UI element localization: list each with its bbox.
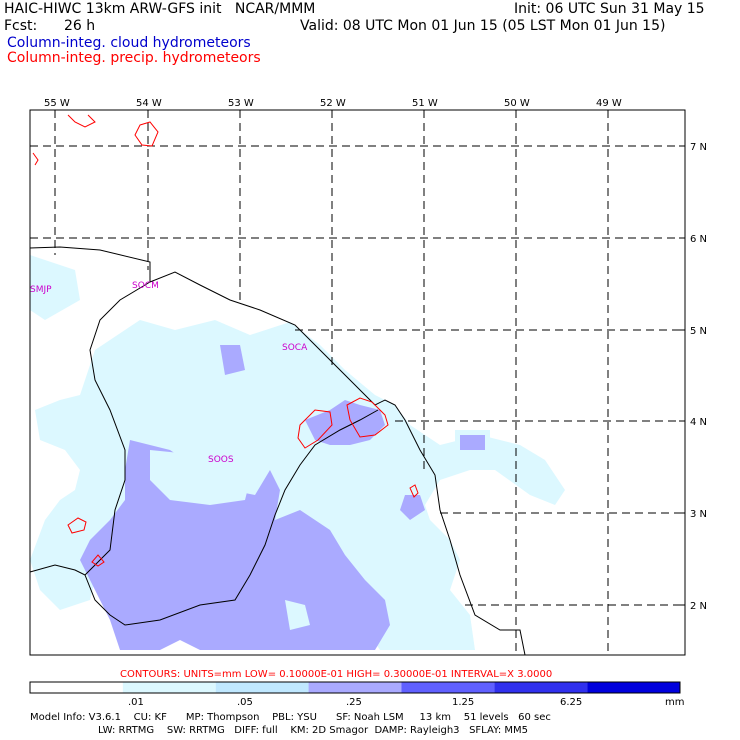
graticule — [30, 110, 685, 655]
colorbar-segment — [215, 682, 309, 693]
station-socm: SOCM — [132, 281, 159, 291]
colorbar-tick: 6.25 — [560, 697, 582, 708]
lon-label: 52 W — [320, 98, 346, 109]
colorbar-tick: .25 — [346, 697, 362, 708]
colorbar — [29, 681, 681, 694]
init-time: Init: 06 UTC Sun 31 May 15 — [514, 1, 705, 17]
colorbar-outline — [29, 681, 681, 694]
lon-label: 53 W — [228, 98, 254, 109]
valid-time: Valid: 08 UTC Mon 01 Jun 15 (05 LST Mon … — [300, 18, 666, 34]
colorbar-ticks: .01 .05 .25 1.25 6.25 mm — [128, 697, 684, 708]
colorbar-tick: 1.25 — [452, 697, 474, 708]
precip-contours — [32, 114, 419, 567]
colorbar-segment — [494, 682, 588, 693]
lat-label: 6 N — [690, 234, 707, 245]
lon-label: 49 W — [596, 98, 622, 109]
contours-note: CONTOURS: UNITS=mm LOW= 0.10000E-01 HIGH… — [120, 669, 552, 680]
field-precip-label: Column-integ. precip. hydrometeors — [7, 50, 261, 66]
lon-label: 51 W — [412, 98, 438, 109]
cloud-shading-mid — [80, 345, 485, 650]
title: HAIC-HIWC 13km ARW-GFS init NCAR/MMM — [4, 1, 316, 17]
station-labels: SMJP SOCM SOCA SOOS — [30, 281, 308, 465]
colorbar-units: mm — [665, 697, 684, 708]
lat-label: 4 N — [690, 417, 707, 428]
field-cloud-label: Column-integ. cloud hydrometeors — [7, 35, 251, 51]
colorbar-segment — [401, 682, 495, 693]
cloud-shading-light-patch — [150, 450, 310, 630]
lat-label: 7 N — [690, 142, 707, 153]
lat-label: 5 N — [690, 326, 707, 337]
colorbar-segment — [30, 682, 123, 693]
station-soos: SOOS — [208, 455, 234, 465]
colorbar-tick: .05 — [237, 697, 253, 708]
latitude-labels: 7 N 6 N 5 N 4 N 3 N 2 N — [690, 142, 707, 612]
longitude-labels: 55 W 54 W 53 W 52 W 51 W 50 W 49 W — [44, 98, 622, 109]
station-smjp: SMJP — [30, 285, 52, 295]
colorbar-segment — [308, 682, 402, 693]
coastline — [29, 246, 526, 656]
lon-label: 54 W — [136, 98, 162, 109]
station-soca: SOCA — [282, 343, 308, 353]
map-frame — [29, 109, 686, 656]
lat-label: 3 N — [690, 509, 707, 520]
fcst-value: 26 h — [64, 18, 96, 34]
colorbar-segment — [122, 682, 216, 693]
colorbar-tick: .01 — [128, 697, 144, 708]
lon-label: 55 W — [44, 98, 70, 109]
tick-marks — [54, 110, 685, 606]
colorbar-segment — [587, 682, 680, 693]
model-info-line1: Model Info: V3.6.1 CU: KF MP: Thompson P… — [30, 712, 551, 723]
lon-label: 50 W — [504, 98, 530, 109]
model-info-line2: LW: RRTMG SW: RRTMG DIFF: full KM: 2D Sm… — [98, 725, 528, 736]
lat-label: 2 N — [690, 601, 707, 612]
fcst-label: Fcst: — [4, 18, 38, 34]
